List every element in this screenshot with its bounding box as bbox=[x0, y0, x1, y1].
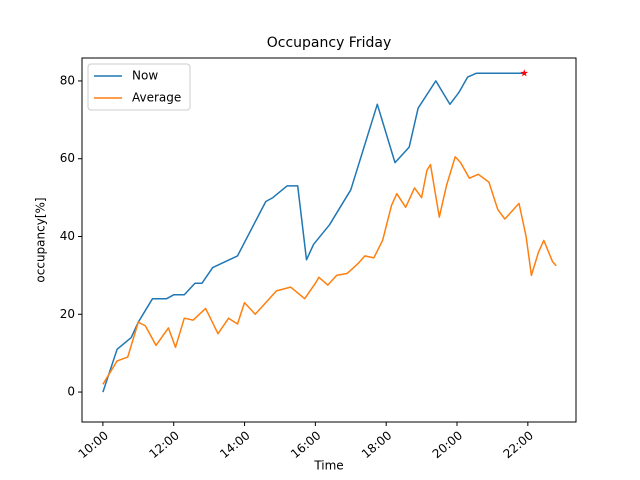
y-axis-label: occupancy[%] bbox=[34, 197, 48, 282]
y-tick-label: 20 bbox=[60, 307, 75, 321]
line bbox=[102, 156, 557, 385]
x-axis-label: Time bbox=[313, 459, 343, 473]
line bbox=[102, 72, 525, 393]
y-tick-label: 60 bbox=[60, 151, 75, 165]
y-tick-label: 0 bbox=[67, 385, 75, 399]
y-tick-label: 80 bbox=[60, 73, 75, 87]
end-marker bbox=[520, 69, 529, 77]
legend-label: Now bbox=[132, 69, 158, 83]
chart-title: Occupancy Friday bbox=[267, 35, 392, 51]
legend-label: Average bbox=[132, 91, 181, 105]
plot-frame bbox=[81, 57, 577, 423]
y-tick-label: 40 bbox=[60, 229, 75, 243]
